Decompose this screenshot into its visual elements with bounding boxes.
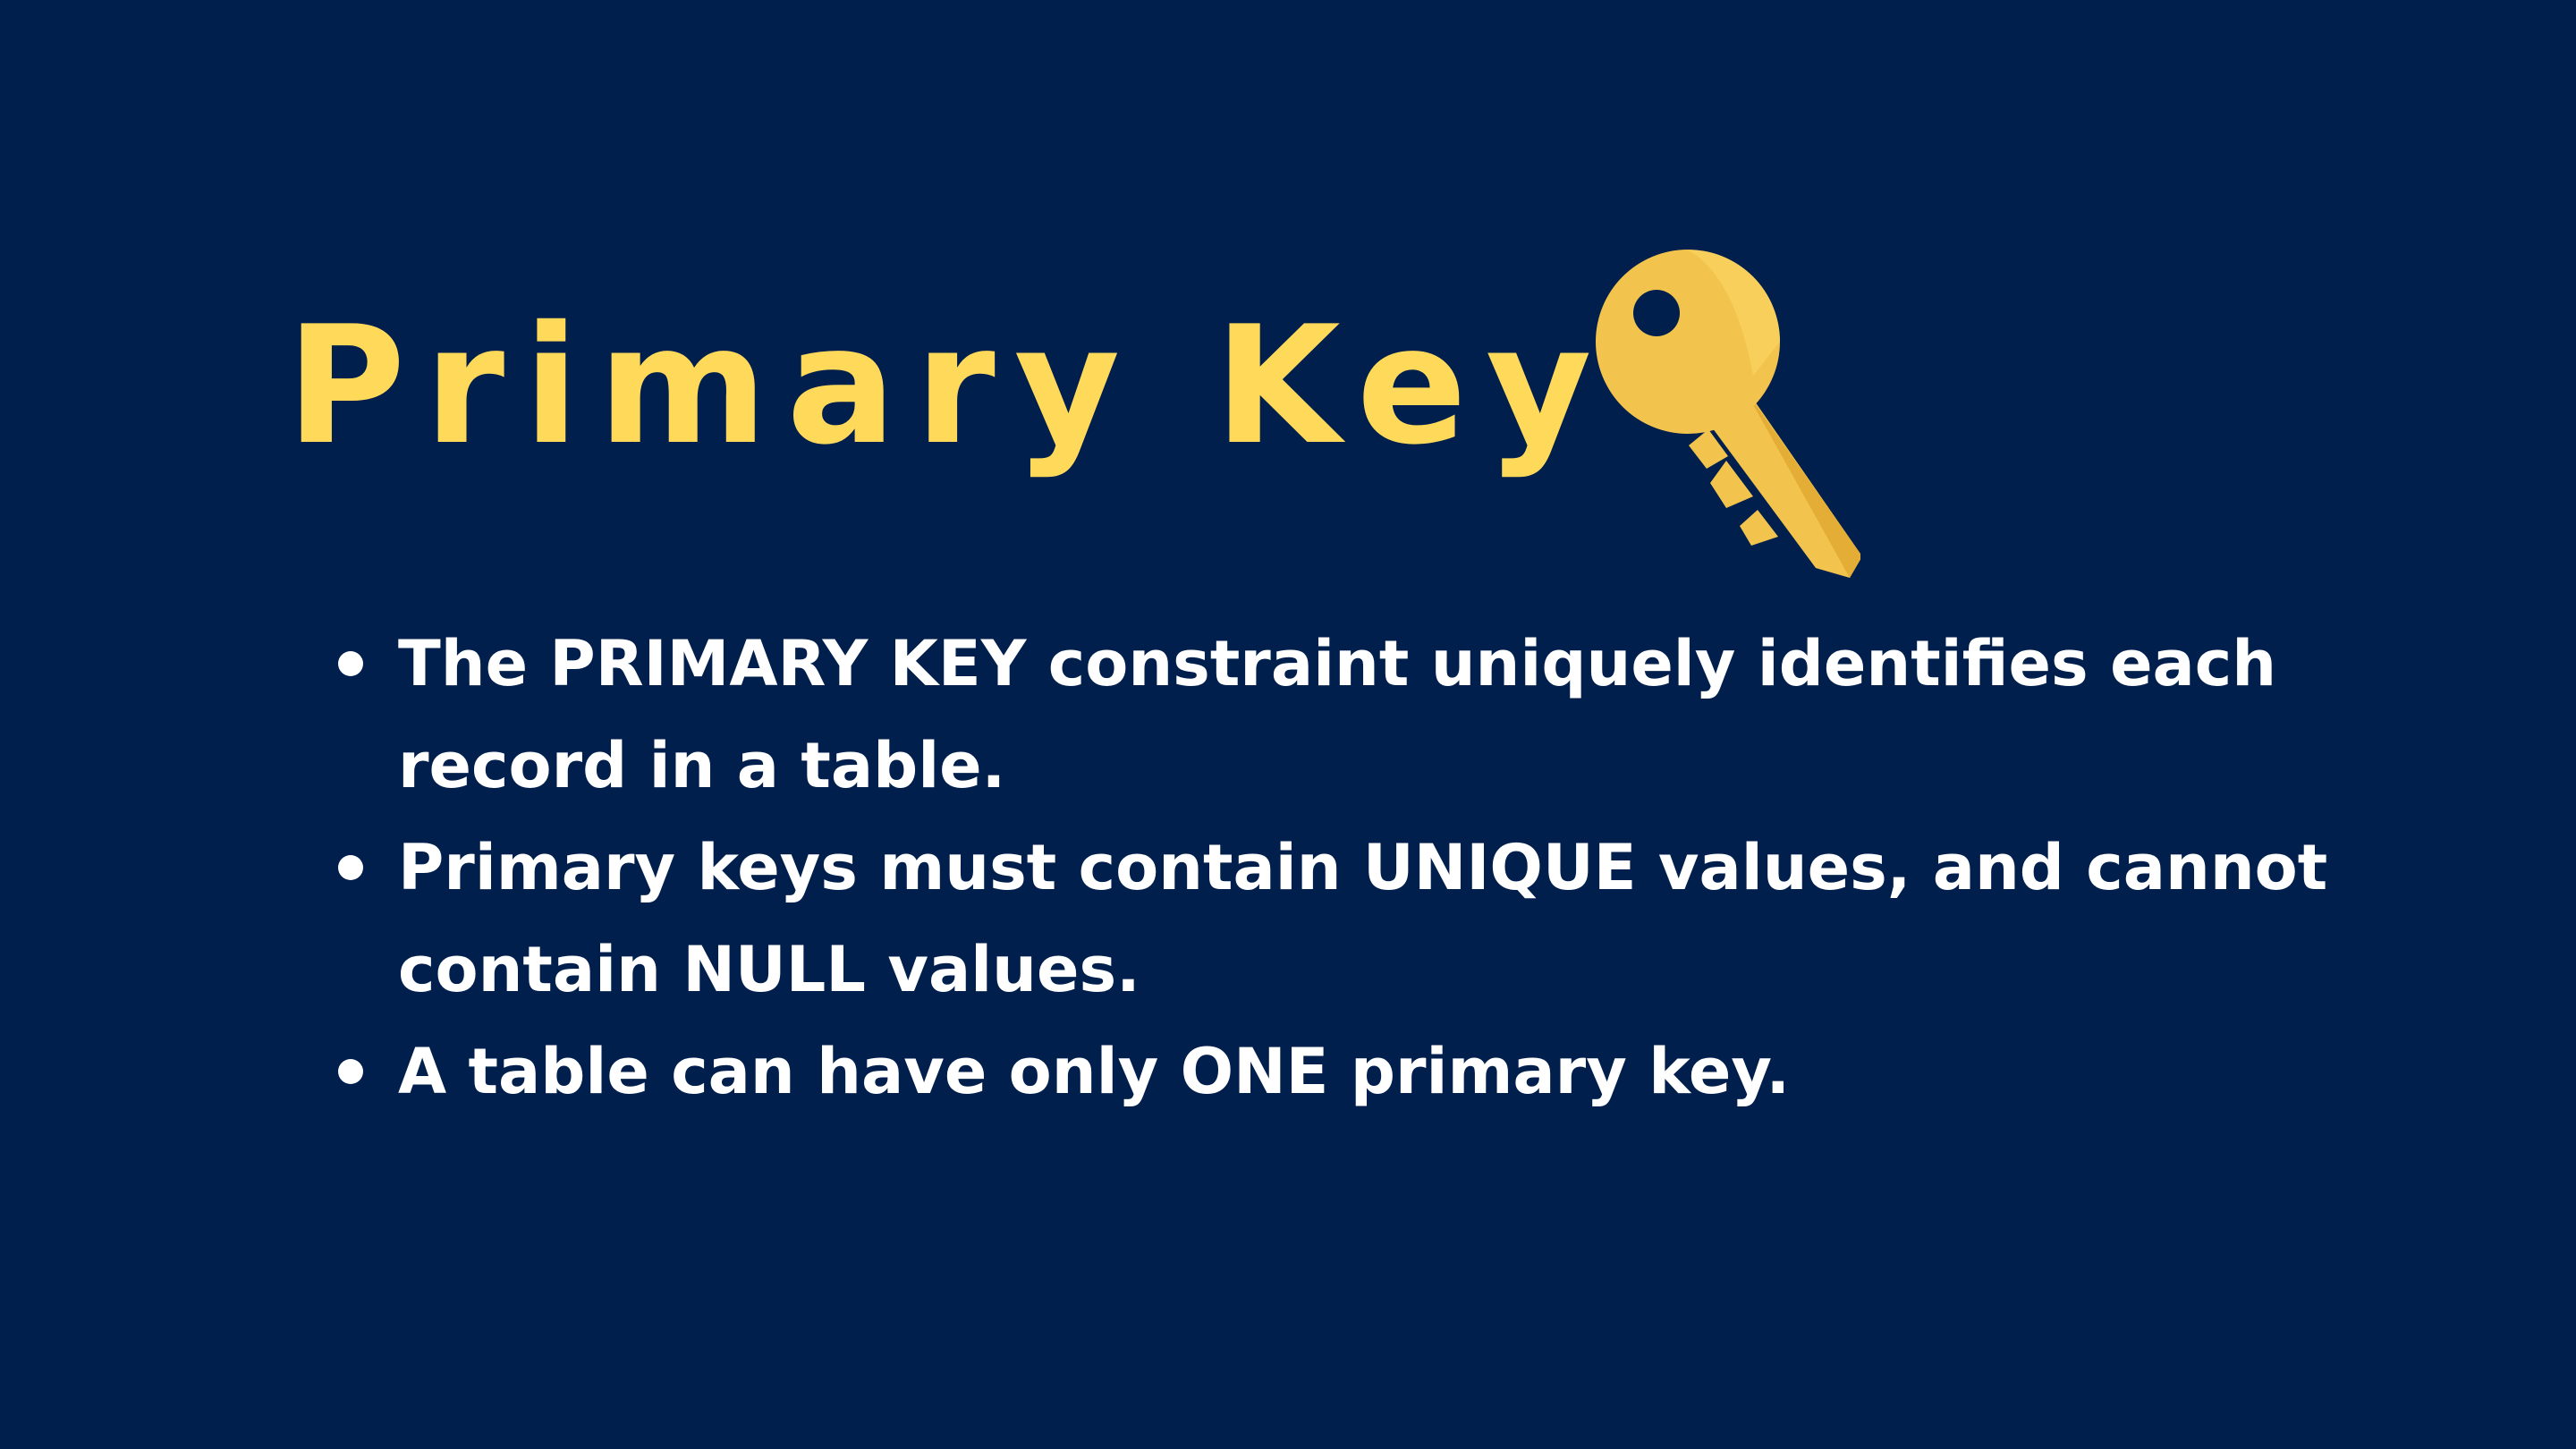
bullet-dot (338, 651, 363, 676)
bullet-dot (338, 855, 363, 880)
slide-title: Primary Key (286, 291, 1611, 480)
list-item: The PRIMARY KEY constraint uniquely iden… (331, 613, 2388, 817)
bullet-dot (338, 1059, 363, 1084)
bullet-text: The PRIMARY KEY constraint uniquely iden… (398, 627, 2277, 802)
bullet-list: The PRIMARY KEY constraint uniquely iden… (331, 613, 2388, 1123)
bullet-text: A table can have only ONE primary key. (398, 1035, 1791, 1108)
key-icon (1592, 242, 1860, 581)
bullet-text: Primary keys must contain UNIQUE values,… (398, 831, 2328, 1006)
list-item: A table can have only ONE primary key. (331, 1021, 2388, 1123)
list-item: Primary keys must contain UNIQUE values,… (331, 817, 2388, 1021)
